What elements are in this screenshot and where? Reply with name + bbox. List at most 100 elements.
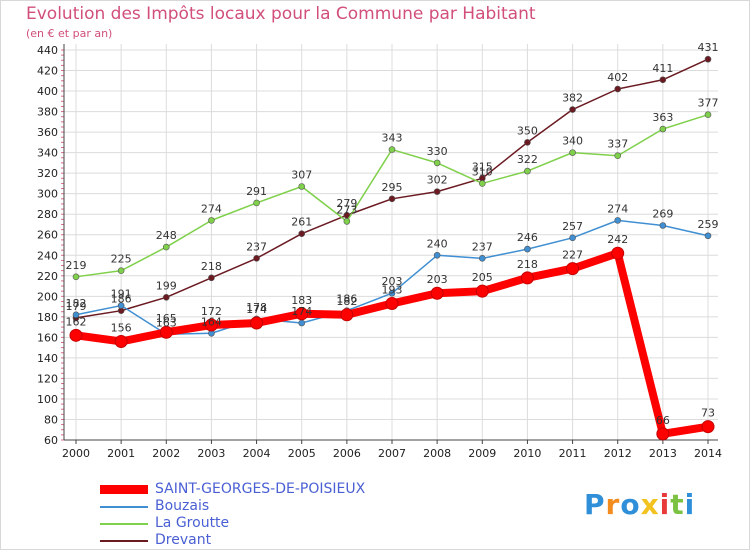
data-label-drevant: 431 — [698, 41, 719, 54]
y-tick-label: 320 — [37, 167, 58, 180]
data-label-bouzais: 237 — [472, 240, 493, 253]
data-label-la-groutte: 225 — [111, 253, 132, 266]
data-point-drevant — [659, 76, 667, 84]
legend-label: Bouzais — [155, 498, 210, 514]
data-label-saint-georges-de-poisieux: 162 — [66, 315, 87, 328]
data-label-saint-georges-de-poisieux: 242 — [607, 233, 628, 246]
data-label-drevant: 315 — [472, 160, 493, 173]
data-label-saint-georges-de-poisieux: 66 — [656, 414, 670, 427]
data-point-bouzais — [478, 255, 486, 262]
data-label-bouzais: 259 — [698, 218, 719, 231]
data-point-saint-georges-de-poisieux — [611, 246, 625, 260]
data-label-la-groutte: 377 — [698, 97, 719, 110]
logo-letter: r — [605, 488, 621, 521]
data-label-bouzais: 186 — [336, 293, 357, 306]
data-label-saint-georges-de-poisieux: 165 — [156, 312, 177, 325]
data-point-la-groutte — [117, 267, 125, 274]
data-point-saint-georges-de-poisieux — [69, 328, 83, 342]
x-tick-label: 2008 — [423, 447, 451, 460]
data-point-saint-georges-de-poisieux — [430, 286, 444, 300]
data-label-bouzais: 246 — [517, 231, 538, 244]
data-point-saint-georges-de-poisieux — [656, 427, 670, 441]
y-tick-label: 240 — [37, 249, 58, 262]
logo-letter: i — [684, 488, 696, 521]
legend-swatch — [100, 523, 148, 525]
data-label-drevant: 350 — [517, 124, 538, 137]
data-label-la-groutte: 248 — [156, 229, 177, 242]
x-tick-label: 2005 — [288, 447, 316, 460]
axis-layer: 60 80 100 120 140 160 180 200 220 240 260 280 300 320… — [37, 44, 722, 460]
data-label-drevant: 199 — [156, 279, 177, 292]
data-label-la-groutte: 330 — [427, 145, 448, 158]
legend-swatch — [100, 485, 148, 494]
series-layer — [69, 55, 715, 441]
x-tick-label: 2001 — [107, 447, 135, 460]
data-label-saint-georges-de-poisieux: 205 — [472, 271, 493, 284]
data-label-saint-georges-de-poisieux: 193 — [382, 284, 403, 297]
data-point-saint-georges-de-poisieux — [701, 420, 715, 434]
data-point-drevant — [569, 106, 576, 113]
data-point-la-groutte — [569, 149, 576, 156]
data-point-bouzais — [569, 234, 576, 242]
data-point-saint-georges-de-poisieux — [475, 284, 489, 298]
data-point-bouzais — [433, 251, 441, 259]
data-point-la-groutte — [614, 152, 622, 160]
logo-letter: i — [659, 488, 671, 521]
data-point-drevant — [704, 55, 712, 63]
data-point-drevant — [253, 255, 260, 262]
data-label-drevant: 186 — [111, 293, 132, 306]
data-point-saint-georges-de-poisieux — [114, 334, 128, 348]
data-point-la-groutte — [253, 199, 260, 207]
data-label-drevant: 382 — [562, 92, 583, 105]
data-point-drevant — [433, 188, 441, 195]
y-tick-label: 440 — [37, 44, 58, 57]
data-point-la-groutte — [433, 159, 441, 167]
data-point-la-groutte — [659, 125, 667, 133]
data-label-la-groutte: 337 — [607, 138, 628, 151]
data-label-la-groutte: 340 — [562, 135, 583, 148]
data-label-drevant: 411 — [652, 62, 673, 75]
data-point-drevant — [162, 294, 170, 301]
x-tick-label: 2003 — [197, 447, 225, 460]
data-label-bouzais: 174 — [291, 305, 312, 318]
data-label-bouzais: 163 — [156, 316, 177, 329]
data-point-bouzais — [72, 311, 80, 319]
data-label-saint-georges-de-poisieux: 172 — [201, 305, 222, 318]
data-label-bouzais: 274 — [607, 202, 628, 215]
data-point-la-groutte — [524, 167, 531, 175]
data-point-la-groutte — [343, 218, 351, 225]
y-tick-label: 60 — [44, 434, 58, 447]
data-label-saint-georges-de-poisieux: 227 — [562, 249, 583, 262]
legend-label: SAINT-GEORGES-DE-POISIEUX — [155, 481, 366, 497]
legend-label: Drevant — [155, 532, 212, 548]
y-tick-label: 80 — [44, 413, 58, 426]
y-tick-label: 100 — [37, 393, 58, 406]
data-point-drevant — [614, 85, 622, 93]
data-label-la-groutte: 322 — [517, 153, 538, 166]
data-label-bouzais: 178 — [246, 301, 267, 314]
x-tick-label: 2011 — [559, 447, 587, 460]
x-tick-label: 2006 — [333, 447, 361, 460]
data-label-saint-georges-de-poisieux: 183 — [291, 294, 312, 307]
data-point-bouzais — [614, 217, 622, 224]
x-tick-label: 2007 — [378, 447, 406, 460]
data-label-la-groutte: 343 — [382, 132, 403, 145]
data-label-drevant: 261 — [291, 216, 312, 229]
legend-swatch — [100, 540, 148, 542]
data-point-la-groutte — [298, 183, 306, 190]
x-tick-label: 2004 — [243, 447, 271, 460]
data-point-la-groutte — [208, 217, 215, 224]
chart-title: Evolution des Impôts locaux pour la Comm… — [26, 4, 536, 24]
data-label-bouzais: 257 — [562, 220, 583, 233]
y-tick-label: 120 — [37, 372, 58, 385]
data-label-bouzais: 191 — [111, 288, 132, 301]
plot-area — [64, 44, 718, 440]
data-label-saint-georges-de-poisieux: 182 — [336, 295, 357, 308]
data-point-la-groutte — [388, 146, 396, 153]
data-point-la-groutte — [72, 273, 80, 281]
data-label-saint-georges-de-poisieux: 156 — [111, 321, 132, 334]
y-tick-label: 200 — [37, 290, 58, 303]
data-label-saint-georges-de-poisieux: 203 — [427, 273, 448, 286]
data-label-drevant: 179 — [66, 300, 87, 313]
data-label-saint-georges-de-poisieux: 174 — [246, 303, 267, 316]
